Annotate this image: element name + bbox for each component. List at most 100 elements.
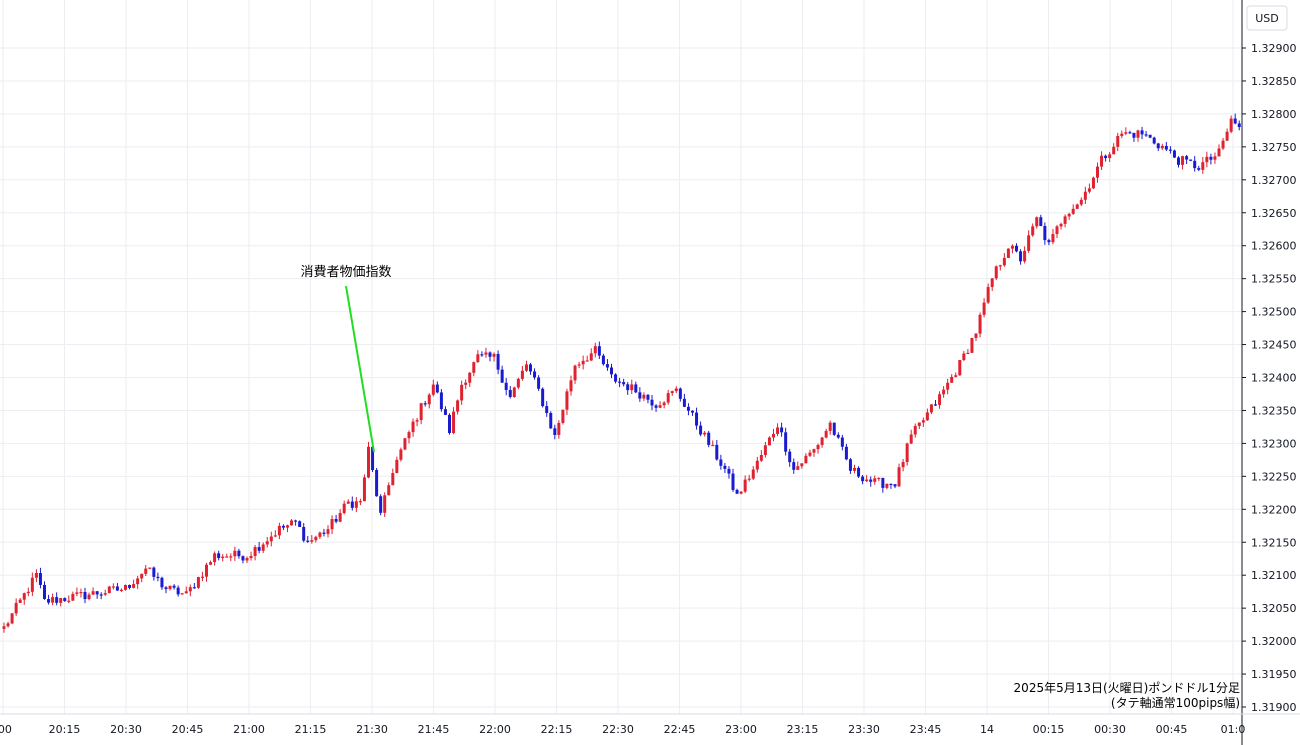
candle-body — [759, 454, 763, 461]
event-pointer-line — [345, 285, 375, 453]
candle-body — [346, 501, 350, 504]
candle-body — [407, 432, 411, 439]
candle-body — [662, 402, 666, 406]
candle-body — [715, 444, 719, 460]
candle-body — [593, 346, 597, 354]
candle-body — [614, 374, 618, 382]
candle-body — [140, 573, 144, 579]
candle-body — [22, 593, 26, 600]
candle-body — [188, 587, 192, 592]
time-tick-label: 23:45 — [910, 723, 942, 736]
time-tick-label: 22:30 — [602, 723, 634, 736]
candle-body — [1071, 208, 1075, 214]
candle-body — [739, 491, 743, 494]
candle-body — [298, 521, 302, 527]
time-tick-label: 00:45 — [1156, 723, 1188, 736]
price-tick-label: 1.32500 — [1251, 306, 1297, 319]
candle-body — [281, 525, 285, 528]
candle-body — [500, 369, 504, 383]
candle-body — [581, 360, 585, 365]
candle-body — [55, 597, 59, 603]
event-annotation: 消費者物価指数 — [300, 265, 392, 453]
price-tick-label: 1.32050 — [1251, 602, 1297, 615]
candle-body — [1047, 240, 1051, 243]
candle-body — [958, 359, 962, 376]
candle-body — [682, 398, 686, 407]
candle-body — [367, 446, 370, 478]
candle-body — [877, 477, 881, 480]
candle-body — [666, 393, 670, 403]
candle-body — [192, 587, 196, 589]
candle-body — [38, 573, 42, 585]
candle-body — [1201, 162, 1205, 170]
candle-body — [873, 478, 877, 482]
candle-body — [51, 597, 55, 603]
candle-body — [788, 451, 792, 463]
candle-body — [885, 483, 889, 488]
time-tick-label: 23:00 — [725, 723, 757, 736]
candle-body — [804, 455, 808, 464]
candle-body — [792, 462, 796, 470]
candle-body — [695, 412, 699, 426]
candle-body — [95, 591, 99, 595]
candle-body — [1124, 132, 1128, 134]
candle-body — [832, 422, 836, 435]
candle-body — [780, 427, 784, 433]
candle-body — [767, 437, 771, 446]
candle-body — [1144, 134, 1148, 136]
candle-body — [1006, 248, 1010, 258]
candle-body — [962, 353, 966, 360]
candle-body — [43, 584, 46, 600]
candle-body — [330, 519, 334, 530]
candle-body — [1023, 250, 1027, 262]
candle-body — [176, 587, 180, 595]
candle-body — [520, 370, 524, 379]
currency-badge[interactable] — [1246, 5, 1288, 31]
candle-body — [585, 360, 589, 362]
candle-body — [261, 544, 265, 551]
candle-body — [763, 445, 767, 455]
candle-body — [229, 556, 233, 558]
candle-body — [1067, 213, 1071, 217]
candle-body — [172, 585, 176, 588]
candle-body — [646, 394, 650, 400]
candle-body — [504, 382, 508, 390]
candle-body — [362, 477, 366, 502]
candle-body — [160, 577, 164, 588]
candle-body — [249, 556, 253, 559]
price-tick-label: 1.32800 — [1251, 108, 1297, 121]
candle-body — [727, 468, 731, 474]
price-tick-label: 1.32700 — [1251, 174, 1297, 187]
candle-body — [674, 388, 678, 392]
candle-body — [184, 591, 188, 594]
candle-body — [812, 449, 816, 453]
candle-body — [800, 463, 804, 467]
candle-body — [6, 623, 10, 627]
candle-body — [1051, 234, 1055, 243]
time-tick-label: 23:30 — [848, 723, 880, 736]
candle-body — [18, 599, 22, 603]
candle-body — [650, 399, 654, 406]
candle-body — [1079, 199, 1083, 205]
candle-body — [569, 380, 573, 392]
candle-body — [338, 513, 342, 522]
candle-body — [848, 459, 852, 471]
candle-body — [443, 409, 447, 415]
candle-body — [221, 556, 225, 559]
candle-body — [601, 355, 605, 365]
candle-body — [14, 602, 18, 614]
candle-body — [75, 592, 79, 594]
candle-body — [573, 365, 577, 381]
candle-body — [492, 353, 496, 357]
candle-body — [541, 388, 545, 407]
candle-body — [524, 364, 528, 371]
candle-body — [241, 556, 245, 561]
candle-body — [225, 556, 229, 558]
candle-body — [322, 532, 326, 534]
candle-body — [1221, 140, 1225, 149]
candle-body — [71, 593, 75, 601]
candle-body — [861, 476, 865, 482]
candle-body — [561, 409, 565, 423]
candle-body — [136, 578, 140, 585]
